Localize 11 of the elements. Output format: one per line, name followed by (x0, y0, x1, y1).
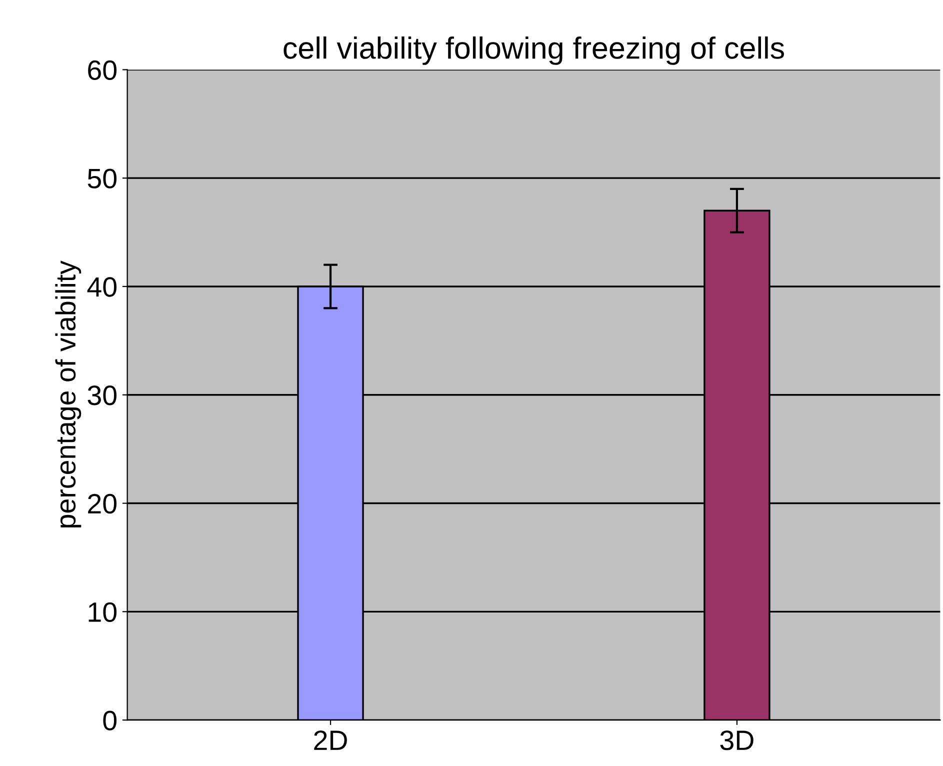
x-tick-label: 2D (314, 730, 347, 750)
y-tick-label: 40 (87, 277, 116, 297)
x-tick-label: 3D (720, 730, 754, 750)
y-tick-label: 50 (88, 168, 116, 188)
y-tick-label: 0 (103, 710, 116, 730)
y-tick-label: 10 (88, 602, 116, 622)
y-tick-label: 20 (88, 494, 116, 514)
chart-title: cell viability following freezing of cells (284, 36, 784, 65)
y-tick-label: 30 (88, 386, 116, 406)
y-axis-title: percentage of viability (55, 260, 82, 528)
y-tick-label: 60 (88, 60, 116, 80)
